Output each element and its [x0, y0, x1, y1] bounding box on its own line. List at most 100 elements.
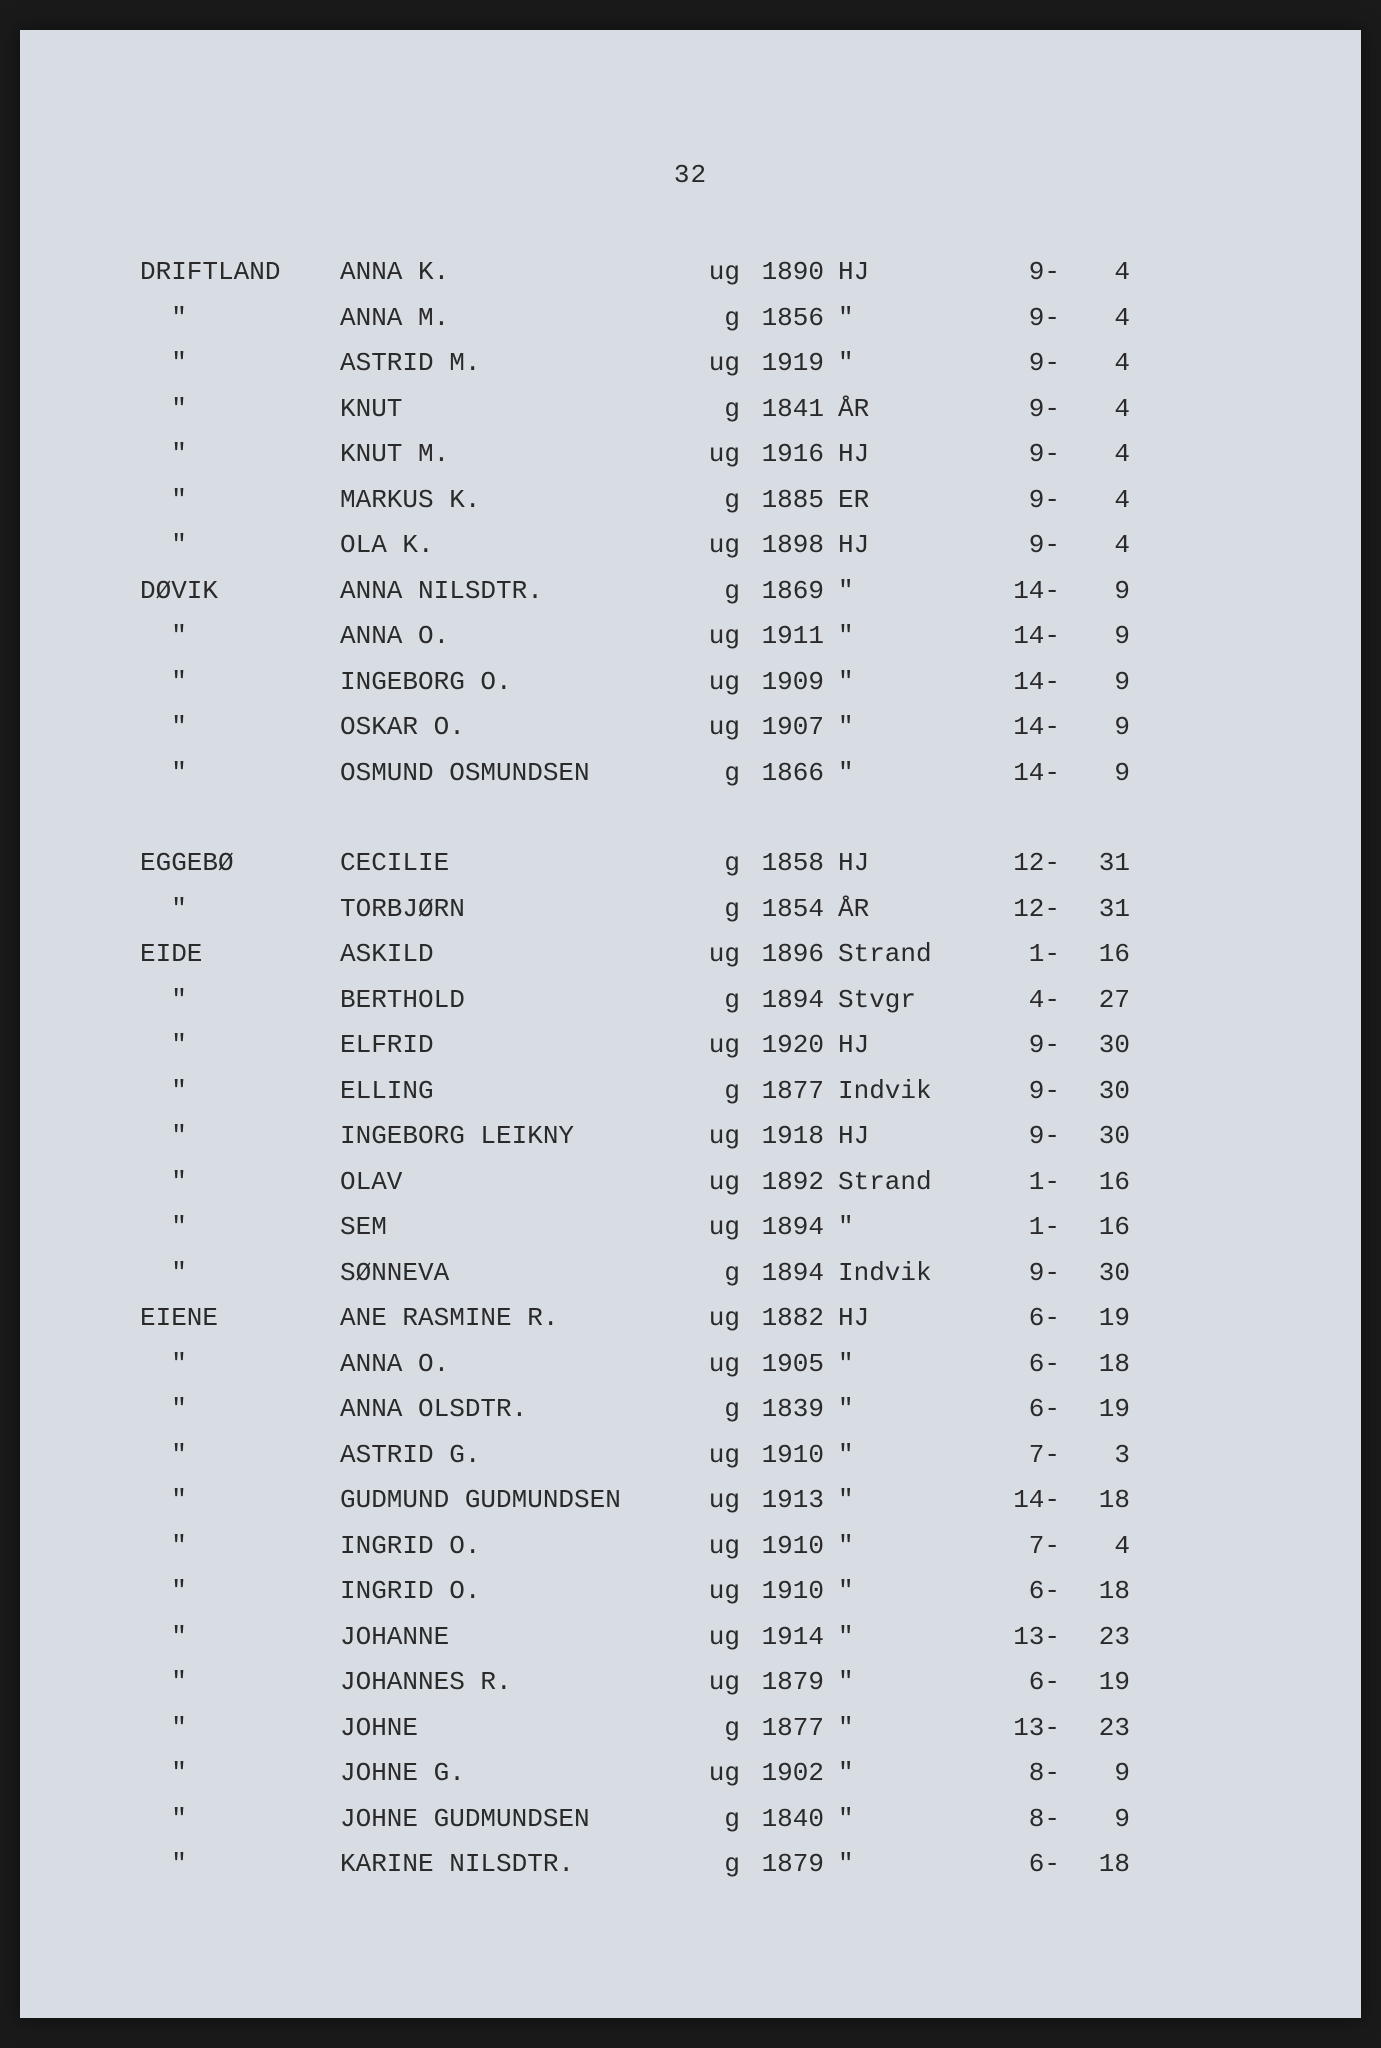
- status-cell: ug: [680, 1433, 740, 1479]
- status-cell: g: [680, 1706, 740, 1752]
- status-cell: ug: [680, 250, 740, 296]
- given-name-cell: INGEBORG O.: [340, 660, 680, 706]
- table-row: "OSKAR O.ug1907"14-9: [140, 705, 1241, 751]
- surname-ditto: ": [140, 705, 340, 751]
- place-cell: HJ: [830, 432, 990, 478]
- ref2-cell: 9: [1060, 1797, 1130, 1843]
- place-ditto: ": [830, 296, 990, 342]
- surname-ditto: ": [140, 1478, 340, 1524]
- place-cell: ÅR: [830, 387, 990, 433]
- status-cell: g: [680, 841, 740, 887]
- status-cell: ug: [680, 705, 740, 751]
- surname-ditto: ": [140, 1524, 340, 1570]
- place-ditto: ": [830, 1569, 990, 1615]
- ref2-cell: 9: [1060, 1751, 1130, 1797]
- year-cell: 1894: [740, 978, 830, 1024]
- ref1-cell: 6-: [990, 1569, 1060, 1615]
- table-row: "ANNA O.ug1911"14-9: [140, 614, 1241, 660]
- status-cell: ug: [680, 1569, 740, 1615]
- given-name-cell: KARINE NILSDTR.: [340, 1842, 680, 1888]
- surname-ditto: ": [140, 387, 340, 433]
- group-spacer: [140, 796, 1241, 841]
- ref1-cell: 9-: [990, 1114, 1060, 1160]
- ref2-cell: 19: [1060, 1296, 1130, 1342]
- given-name-cell: JOHANNES R.: [340, 1660, 680, 1706]
- ref1-cell: 6-: [990, 1342, 1060, 1388]
- year-cell: 1902: [740, 1751, 830, 1797]
- ref2-cell: 16: [1060, 1205, 1130, 1251]
- status-cell: g: [680, 1842, 740, 1888]
- year-cell: 1919: [740, 341, 830, 387]
- status-cell: ug: [680, 932, 740, 978]
- status-cell: g: [680, 478, 740, 524]
- given-name-cell: ANNA OLSDTR.: [340, 1387, 680, 1433]
- status-cell: ug: [680, 432, 740, 478]
- status-cell: g: [680, 751, 740, 797]
- ref2-cell: 16: [1060, 1160, 1130, 1206]
- year-cell: 1885: [740, 478, 830, 524]
- ref2-cell: 4: [1060, 296, 1130, 342]
- surname-ditto: ": [140, 1433, 340, 1479]
- year-cell: 1909: [740, 660, 830, 706]
- ref2-cell: 30: [1060, 1069, 1130, 1115]
- ref2-cell: 4: [1060, 478, 1130, 524]
- place-ditto: ": [830, 569, 990, 615]
- ref2-cell: 18: [1060, 1569, 1130, 1615]
- year-cell: 1879: [740, 1842, 830, 1888]
- place-cell: Stvgr: [830, 978, 990, 1024]
- table-row: "SEMug1894"1-16: [140, 1205, 1241, 1251]
- table-row: EIENEANE RASMINE R.ug1882HJ6-19: [140, 1296, 1241, 1342]
- given-name-cell: INGRID O.: [340, 1569, 680, 1615]
- ref2-cell: 4: [1060, 1524, 1130, 1570]
- table-row: "JOHNE G.ug1902"8-9: [140, 1751, 1241, 1797]
- ref2-cell: 31: [1060, 841, 1130, 887]
- place-cell: HJ: [830, 250, 990, 296]
- surname-ditto: ": [140, 1797, 340, 1843]
- year-cell: 1892: [740, 1160, 830, 1206]
- ref1-cell: 13-: [990, 1706, 1060, 1752]
- year-cell: 1854: [740, 887, 830, 933]
- year-cell: 1911: [740, 614, 830, 660]
- given-name-cell: JOHNE G.: [340, 1751, 680, 1797]
- given-name-cell: KNUT: [340, 387, 680, 433]
- given-name-cell: OLA K.: [340, 523, 680, 569]
- ref2-cell: 9: [1060, 614, 1130, 660]
- status-cell: ug: [680, 1524, 740, 1570]
- place-ditto: ": [830, 705, 990, 751]
- table-row: "ANNA OLSDTR.g1839"6-19: [140, 1387, 1241, 1433]
- status-cell: ug: [680, 1660, 740, 1706]
- year-cell: 1913: [740, 1478, 830, 1524]
- surname-ditto: ": [140, 296, 340, 342]
- ref2-cell: 4: [1060, 387, 1130, 433]
- status-cell: ug: [680, 341, 740, 387]
- year-cell: 1856: [740, 296, 830, 342]
- given-name-cell: OLAV: [340, 1160, 680, 1206]
- document-page: 32 DRIFTLANDANNA K.ug1890HJ9-4 "ANNA M.g…: [20, 30, 1361, 2018]
- table-row: "JOHANNEug1914"13-23: [140, 1615, 1241, 1661]
- ref1-cell: 12-: [990, 841, 1060, 887]
- ref2-cell: 4: [1060, 523, 1130, 569]
- ref1-cell: 9-: [990, 296, 1060, 342]
- year-cell: 1898: [740, 523, 830, 569]
- table-row: "ANNA O.ug1905"6-18: [140, 1342, 1241, 1388]
- table-row: "ASTRID M.ug1919"9-4: [140, 341, 1241, 387]
- ref2-cell: 23: [1060, 1615, 1130, 1661]
- status-cell: g: [680, 569, 740, 615]
- table-row: DRIFTLANDANNA K.ug1890HJ9-4: [140, 250, 1241, 296]
- ref1-cell: 9-: [990, 387, 1060, 433]
- surname-ditto: ": [140, 1569, 340, 1615]
- table-row: "JOHNE GUDMUNDSENg1840"8-9: [140, 1797, 1241, 1843]
- given-name-cell: ELFRID: [340, 1023, 680, 1069]
- table-row: DØVIKANNA NILSDTR.g1869"14-9: [140, 569, 1241, 615]
- ref1-cell: 1-: [990, 1205, 1060, 1251]
- place-cell: ÅR: [830, 887, 990, 933]
- ref2-cell: 31: [1060, 887, 1130, 933]
- table-row: EGGEBØCECILIEg1858HJ12-31: [140, 841, 1241, 887]
- status-cell: ug: [680, 660, 740, 706]
- table-row: "KARINE NILSDTR.g1879"6-18: [140, 1842, 1241, 1888]
- ref2-cell: 3: [1060, 1433, 1130, 1479]
- surname-ditto: ": [140, 1342, 340, 1388]
- ref2-cell: 30: [1060, 1023, 1130, 1069]
- place-cell: HJ: [830, 841, 990, 887]
- surname-ditto: ": [140, 1751, 340, 1797]
